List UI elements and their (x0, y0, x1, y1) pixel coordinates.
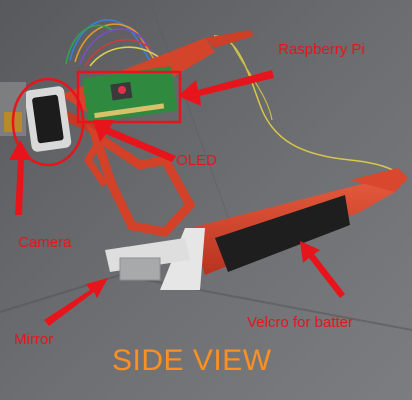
arrow-mirror (44, 278, 108, 326)
lens-frame (86, 123, 196, 237)
pi-logo (118, 86, 126, 94)
pi-header (94, 103, 165, 119)
arrow-camera (9, 140, 32, 215)
velcro-label: Velcro for batter (247, 314, 353, 331)
temple-arm-tip (350, 168, 408, 192)
table-seam (149, 0, 241, 251)
oled-screen (32, 94, 64, 144)
camera-label: Camera (18, 234, 72, 251)
velcro-pad (215, 195, 350, 272)
raspberry-pi-highlight-box (76, 70, 182, 124)
mirror (119, 257, 161, 281)
mirror-label: Mirror (14, 331, 54, 348)
oled-label: OLED (176, 152, 217, 169)
annotation-arrows (9, 70, 345, 326)
oled-highlight-ellipse (11, 77, 85, 167)
jumper-wires (65, 19, 161, 67)
arrow-velcro (300, 241, 345, 298)
far-temple-arm (205, 30, 254, 48)
side-view-caption: SIDE VIEW (112, 344, 272, 377)
arrow-oled (93, 120, 176, 162)
lens-frame (83, 138, 108, 187)
raspberry-pi-label: Raspberry Pi (278, 41, 365, 58)
arrow-raspberry-pi (178, 70, 274, 106)
yellow-wire (213, 35, 403, 179)
